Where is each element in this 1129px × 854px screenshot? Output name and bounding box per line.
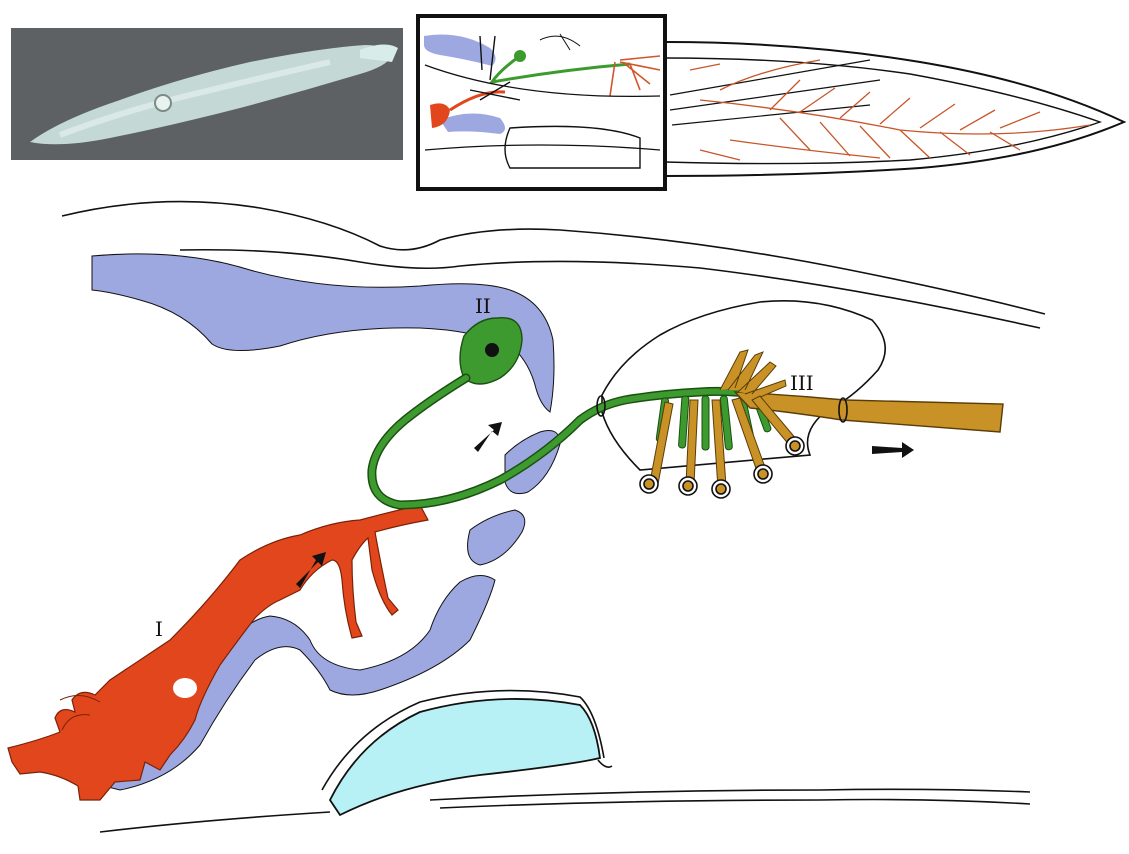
label-neuron-2: II (475, 294, 491, 318)
neuron-1 (7, 504, 429, 801)
body-outline-top (61, 200, 1046, 329)
giant-axon (733, 391, 1004, 433)
squid-photo (11, 28, 403, 160)
label-neuron-3: III (790, 371, 814, 395)
neuron-1-nucleus (173, 678, 197, 698)
nerve-rings (596, 395, 848, 423)
squid-mantle-outline (664, 41, 1127, 177)
stellate-ganglion-outline (601, 300, 886, 471)
body-outline-bottom (99, 788, 1031, 833)
neuron-2-nucleus (485, 343, 499, 357)
inset-diagram (416, 14, 667, 191)
mantle-vessels (689, 59, 1091, 161)
neuron-2 (367, 316, 772, 510)
fiber-cross-sections (639, 436, 805, 499)
neuron-3-fibers (649, 395, 798, 489)
label-neuron-1: I (155, 617, 163, 641)
neuron-3 (639, 349, 1004, 499)
cartilage-shape (321, 689, 613, 817)
signal-direction-arrow-icon (296, 422, 914, 588)
